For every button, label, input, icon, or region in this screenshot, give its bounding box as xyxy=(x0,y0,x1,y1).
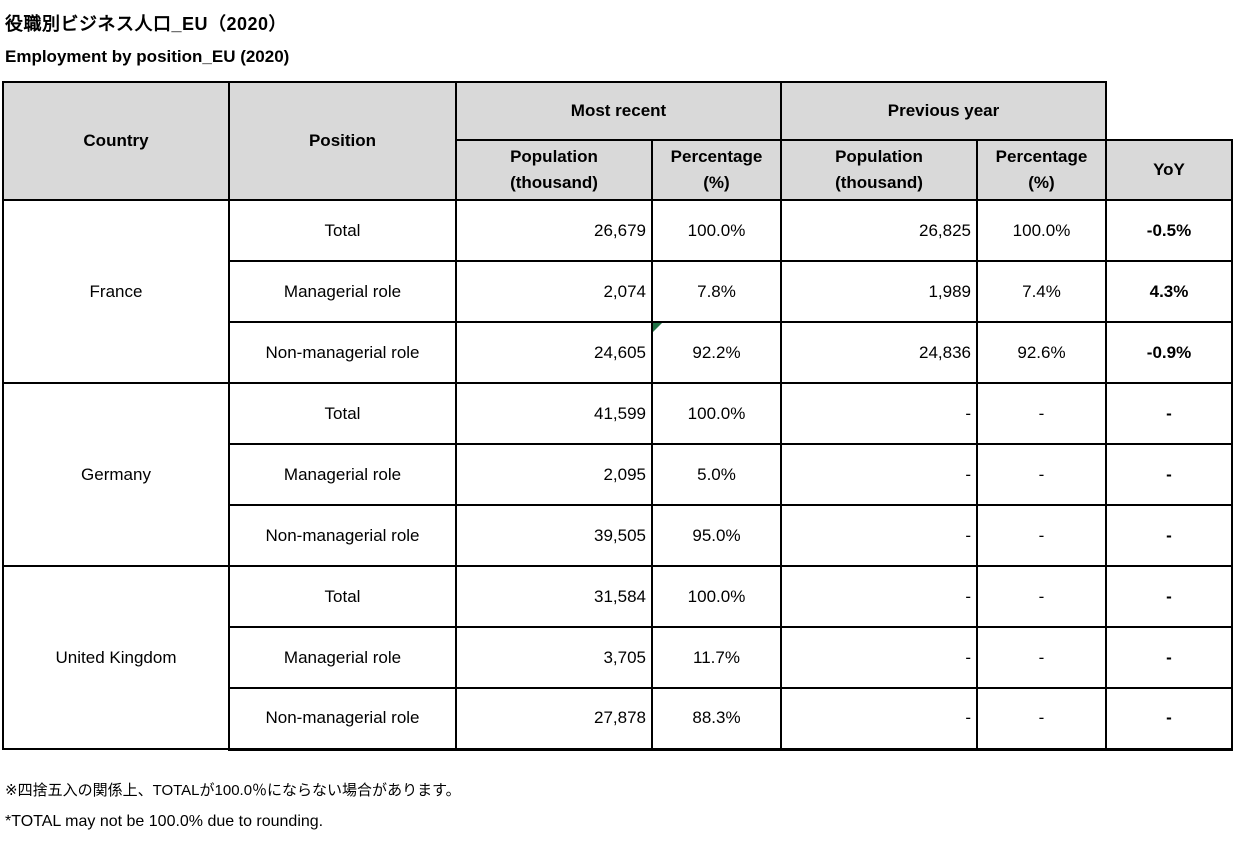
page-title-english: Employment by position_EU (2020) xyxy=(5,47,290,66)
population-most-recent-cell: 2,074 xyxy=(455,260,653,323)
position-cell: Non-managerial role xyxy=(228,504,457,567)
page-title-japanese: 役職別ビジネス人口_EU（2020） xyxy=(5,14,288,34)
population-previous-year-cell: 26,825 xyxy=(780,199,978,262)
column-group-previous-year: Previous year xyxy=(780,81,1107,141)
percentage-previous-year-cell: - xyxy=(976,382,1107,445)
table-row: Non-managerial role 39,505 95.0% - - - xyxy=(3,504,1233,567)
population-previous-year-cell: - xyxy=(780,504,978,567)
employment-table: Country Position Most recent Previous ye… xyxy=(2,81,1233,751)
percentage-previous-year-cell: - xyxy=(976,504,1107,567)
population-previous-year-cell: - xyxy=(780,626,978,689)
population-previous-year-cell: - xyxy=(780,687,978,751)
percentage-previous-year-cell: 100.0% xyxy=(976,199,1107,262)
column-header-position: Position xyxy=(228,81,457,201)
table-row: United Kingdom Total 31,584 100.0% - - - xyxy=(2,565,1233,750)
population-most-recent-cell: 26,679 xyxy=(455,199,653,262)
percentage-previous-year-cell: - xyxy=(976,443,1107,506)
header-spacer xyxy=(1105,82,1232,141)
position-cell: Non-managerial role xyxy=(228,687,457,751)
percentage-previous-year-cell: - xyxy=(976,687,1107,751)
column-header-percentage-most-recent: Percentage (%) xyxy=(651,139,782,201)
yoy-cell: - xyxy=(1105,382,1233,445)
position-cell: Total xyxy=(228,565,457,628)
percentage-most-recent-cell: 100.0% xyxy=(651,565,782,628)
table-row: France Total 26,679 100.0% 26,825 100.0%… xyxy=(2,199,1233,384)
population-previous-year-cell: 1,989 xyxy=(780,260,978,323)
table-row: Non-managerial role 27,878 88.3% - - - xyxy=(3,687,1233,751)
percentage-most-recent-cell: 100.0% xyxy=(651,199,782,262)
country-cell: France xyxy=(2,199,230,384)
percentage-previous-year-cell: - xyxy=(976,626,1107,689)
table-row: Managerial role 3,705 11.7% - - - xyxy=(3,626,1233,689)
position-cell: Total xyxy=(228,199,457,262)
yoy-cell: 4.3% xyxy=(1105,260,1233,323)
population-previous-year-cell: - xyxy=(780,443,978,506)
population-most-recent-cell: 41,599 xyxy=(455,382,653,445)
percentage-previous-year-cell: 7.4% xyxy=(976,260,1107,323)
excel-error-flag-icon xyxy=(654,324,662,332)
population-most-recent-cell: 2,095 xyxy=(455,443,653,506)
population-previous-year-cell: - xyxy=(780,565,978,628)
percentage-most-recent-cell: 88.3% xyxy=(651,687,782,751)
table-row: Germany Total 41,599 100.0% - - - xyxy=(2,382,1233,567)
population-most-recent-cell: 24,605 xyxy=(455,321,653,384)
population-most-recent-cell: 39,505 xyxy=(455,504,653,567)
footnote-english: *TOTAL may not be 100.0% due to rounding… xyxy=(5,812,324,830)
percentage-most-recent-cell: 95.0% xyxy=(651,504,782,567)
yoy-cell: - xyxy=(1105,565,1233,628)
table-row: Managerial role 2,074 7.8% 1,989 7.4% 4.… xyxy=(3,260,1233,323)
country-cell: United Kingdom xyxy=(2,565,230,750)
table-row: Managerial role 2,095 5.0% - - - xyxy=(3,443,1233,506)
position-cell: Non-managerial role xyxy=(228,321,457,384)
position-cell: Managerial role xyxy=(228,260,457,323)
yoy-cell: -0.5% xyxy=(1105,199,1233,262)
yoy-cell: - xyxy=(1105,626,1233,689)
column-header-yoy: YoY xyxy=(1105,139,1233,201)
header-row-groups: Country Position Most recent Previous ye… xyxy=(2,81,1232,201)
percentage-value: 92.2% xyxy=(692,342,741,362)
table-row: Non-managerial role 24,605 92.2% 24,836 … xyxy=(3,321,1233,384)
percentage-most-recent-cell: 92.2% xyxy=(651,321,782,384)
percentage-most-recent-cell: 7.8% xyxy=(651,260,782,323)
yoy-cell: - xyxy=(1105,443,1233,506)
yoy-cell: -0.9% xyxy=(1105,321,1233,384)
percentage-most-recent-cell: 11.7% xyxy=(651,626,782,689)
percentage-most-recent-cell: 100.0% xyxy=(651,382,782,445)
column-header-country: Country xyxy=(2,81,230,201)
percentage-previous-year-cell: 92.6% xyxy=(976,321,1107,384)
population-previous-year-cell: 24,836 xyxy=(780,321,978,384)
header-row-columns: Population (thousand) Percentage (%) Pop… xyxy=(3,139,1233,201)
footnote-japanese: ※四捨五入の関係上、TOTALが100.0％にならない場合があります。 xyxy=(5,781,461,799)
population-previous-year-cell: - xyxy=(780,382,978,445)
column-group-most-recent: Most recent xyxy=(455,81,782,141)
population-most-recent-cell: 31,584 xyxy=(455,565,653,628)
position-cell: Managerial role xyxy=(228,626,457,689)
percentage-previous-year-cell: - xyxy=(976,565,1107,628)
position-cell: Total xyxy=(228,382,457,445)
column-header-percentage-previous-year: Percentage (%) xyxy=(976,139,1107,201)
position-cell: Managerial role xyxy=(228,443,457,506)
country-cell: Germany xyxy=(2,382,230,567)
yoy-cell: - xyxy=(1105,687,1233,751)
column-header-population-most-recent: Population (thousand) xyxy=(455,139,653,201)
percentage-most-recent-cell: 5.0% xyxy=(651,443,782,506)
population-most-recent-cell: 27,878 xyxy=(455,687,653,751)
population-most-recent-cell: 3,705 xyxy=(455,626,653,689)
column-header-population-previous-year: Population (thousand) xyxy=(780,139,978,201)
yoy-cell: - xyxy=(1105,504,1233,567)
